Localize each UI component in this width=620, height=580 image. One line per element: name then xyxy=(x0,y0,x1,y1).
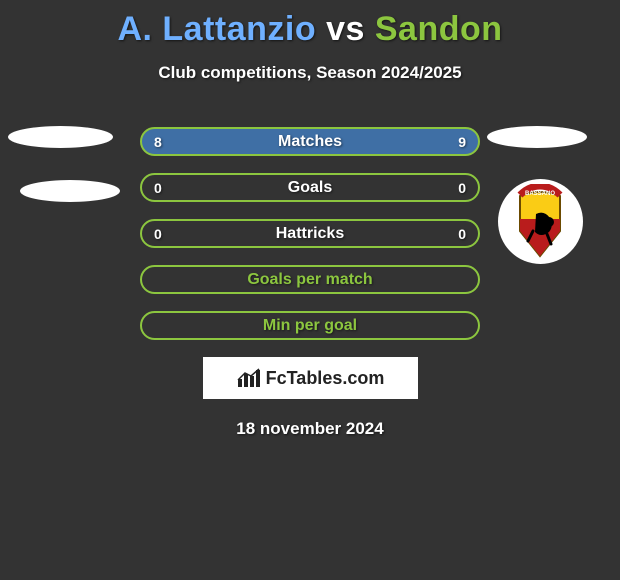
stat-row: 0 Hattricks 0 xyxy=(140,219,480,248)
date: 18 november 2024 xyxy=(0,419,620,439)
stat-label: Goals per match xyxy=(247,271,372,289)
svg-text:BASSANO: BASSANO xyxy=(525,191,555,197)
stat-row: 8 Matches 9 xyxy=(140,127,480,156)
content: 8 Matches 9 0 Goals 0 0 Hattricks 0 Goals per mat… xyxy=(0,127,620,439)
logo-text: FcTables.com xyxy=(266,368,385,389)
stat-value-left: 0 xyxy=(154,180,162,196)
club-crest-icon: BASSANO xyxy=(503,184,578,259)
stat-label: Matches xyxy=(278,133,342,151)
stat-value-right: 0 xyxy=(458,226,466,242)
stat-value-right: 0 xyxy=(458,180,466,196)
stat-rows: 8 Matches 9 0 Goals 0 0 Hattricks 0 Goals per mat… xyxy=(140,127,480,340)
stat-value-right: 9 xyxy=(458,134,466,150)
player2-club-badge: BASSANO xyxy=(498,179,583,264)
player1-club-placeholder xyxy=(20,180,120,202)
stat-row: 0 Goals 0 xyxy=(140,173,480,202)
stat-label: Hattricks xyxy=(276,225,344,243)
stat-row: Goals per match xyxy=(140,265,480,294)
stat-label: Min per goal xyxy=(263,317,357,335)
player1-photo-placeholder xyxy=(8,126,113,148)
fctables-logo: FcTables.com xyxy=(236,367,385,389)
subtitle: Club competitions, Season 2024/2025 xyxy=(0,63,620,83)
stat-label: Goals xyxy=(288,179,332,197)
logo-box: FcTables.com xyxy=(203,357,418,399)
page-title: A. Lattanzio vs Sandon xyxy=(0,0,620,49)
player2-photo-placeholder xyxy=(487,126,587,148)
stat-value-left: 8 xyxy=(154,134,162,150)
vs-text: vs xyxy=(316,10,375,48)
player1-name: A. Lattanzio xyxy=(117,10,316,48)
stat-row: Min per goal xyxy=(140,311,480,340)
bar-chart-icon xyxy=(236,367,262,389)
player2-name: Sandon xyxy=(375,10,503,48)
stat-value-left: 0 xyxy=(154,226,162,242)
